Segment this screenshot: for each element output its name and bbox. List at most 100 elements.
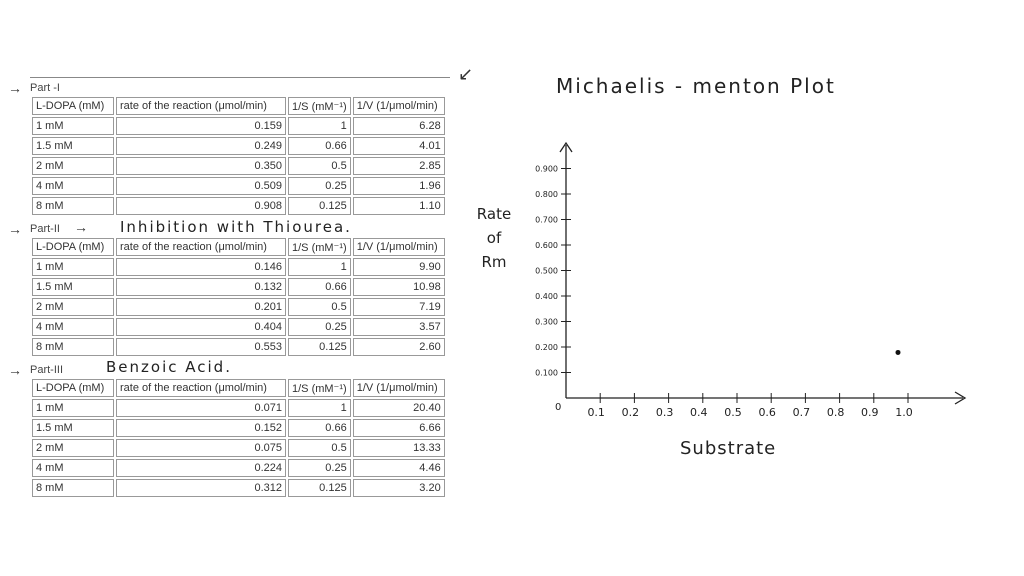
x-tick-label: 0.3 xyxy=(656,406,674,419)
y-tick-label: 0.800 xyxy=(535,190,558,199)
table-row: 8 mM 0.908 0.125 1.10 xyxy=(32,197,445,215)
part2-label: Part-II xyxy=(30,223,60,235)
table-cell: 4 mM xyxy=(32,318,114,336)
table-cell: 4 mM xyxy=(32,177,114,195)
y-tick-label: 0.700 xyxy=(535,216,558,225)
part2-note-arrow-icon: → xyxy=(74,219,88,235)
table-cell: 0.25 xyxy=(288,177,351,195)
header-cell: rate of the reaction (μmol/min) xyxy=(116,238,286,256)
table-cell: 0.132 xyxy=(116,278,286,296)
table-cell: 0.25 xyxy=(288,459,351,477)
table-row: 4 mM 0.509 0.25 1.96 xyxy=(32,177,445,195)
header-cell: 1/V (1/μmol/min) xyxy=(352,97,445,115)
y-label-line: of xyxy=(486,229,502,247)
header-cell: rate of the reaction (μmol/min) xyxy=(116,97,286,115)
y-axis-arrow-icon xyxy=(559,141,573,153)
table-cell: 7.19 xyxy=(352,298,445,316)
header-cell: L-DOPA (mM) xyxy=(32,379,114,397)
part1-table: L-DOPA (mM) rate of the reaction (μmol/m… xyxy=(30,95,447,217)
table-header-row: L-DOPA (mM) rate of the reaction (μmol/m… xyxy=(32,379,445,397)
table-cell: 2 mM xyxy=(32,439,114,457)
header-cell: 1/S (mM⁻¹) xyxy=(288,238,351,256)
table-cell: 2 mM xyxy=(32,298,114,316)
table-row: 8 mM 0.312 0.125 3.20 xyxy=(32,479,445,497)
table-cell: 1 xyxy=(288,117,351,135)
table-cell: 0.553 xyxy=(116,338,286,356)
header-cell: rate of the reaction (μmol/min) xyxy=(116,379,286,397)
plot-y-label: Rate of Rm xyxy=(470,202,518,274)
part2-arrow-icon: → xyxy=(8,221,22,237)
y-tick-label: 0.900 xyxy=(535,165,558,174)
table-row: 8 mM 0.553 0.125 2.60 xyxy=(32,338,445,356)
table-cell: 1.5 mM xyxy=(32,419,114,437)
table-cell: 20.40 xyxy=(352,399,445,417)
table-cell: 1 mM xyxy=(32,117,114,135)
table-cell: 0.5 xyxy=(288,157,351,175)
table-row: 1 mM 0.146 1 9.90 xyxy=(32,258,445,276)
header-cell: 1/V (1/μmol/min) xyxy=(352,238,445,256)
data-points xyxy=(895,349,901,355)
table-cell: 0.312 xyxy=(116,479,286,497)
table-cell: 0.125 xyxy=(288,197,351,215)
table-cell: 2.85 xyxy=(352,157,445,175)
y-ticks: 0.100 0.200 0.300 0.400 0.500 0.600 0.700 0.800… xyxy=(535,165,571,378)
header-cell: 1/S (mM⁻¹) xyxy=(288,379,351,397)
table-cell: 4.46 xyxy=(352,459,445,477)
x-tick-label: 0.2 xyxy=(622,406,640,419)
part3-label: Part-III xyxy=(30,364,64,376)
part3-note: Benzoic Acid. xyxy=(106,358,232,376)
x-tick-label: 0.1 xyxy=(587,406,605,419)
table-cell: 0.071 xyxy=(116,399,286,417)
table-cell: 0.224 xyxy=(116,459,286,477)
table-cell: 1.5 mM xyxy=(32,278,114,296)
table-row: 4 mM 0.404 0.25 3.57 xyxy=(32,318,445,336)
table-cell: 0.66 xyxy=(288,419,351,437)
table-cell: 10.98 xyxy=(352,278,445,296)
table-cell: 3.20 xyxy=(352,479,445,497)
part1-label: Part -I xyxy=(30,82,60,94)
table-cell: 0.125 xyxy=(288,479,351,497)
table-cell: 0.201 xyxy=(116,298,286,316)
table-cell: 1.10 xyxy=(352,197,445,215)
table-row: 1.5 mM 0.249 0.66 4.01 xyxy=(32,137,445,155)
table-cell: 0.146 xyxy=(116,258,286,276)
plot-title: Michaelis - menton Plot xyxy=(556,74,836,98)
table-row: 2 mM 0.075 0.5 13.33 xyxy=(32,439,445,457)
table-cell: 1.96 xyxy=(352,177,445,195)
y-label-line: Rate xyxy=(476,205,512,223)
table-cell: 0.5 xyxy=(288,298,351,316)
table-cell: 2.60 xyxy=(352,338,445,356)
y-label-line: Rm xyxy=(481,253,507,271)
data-point xyxy=(895,349,901,355)
table-cell: 2 mM xyxy=(32,157,114,175)
table-cell: 0.125 xyxy=(288,338,351,356)
header-cell: 1/S (mM⁻¹) xyxy=(288,97,351,115)
part2-note: Inhibition with Thiourea. xyxy=(120,218,352,236)
table-cell: 0.908 xyxy=(116,197,286,215)
header-cell: L-DOPA (mM) xyxy=(32,238,114,256)
x-axis-arrow-icon xyxy=(954,391,967,405)
table-cell: 0.159 xyxy=(116,117,286,135)
x-tick-label: 0.5 xyxy=(724,406,742,419)
table-cell: 0.509 xyxy=(116,177,286,195)
table-row: 1 mM 0.071 1 20.40 xyxy=(32,399,445,417)
table-cell: 9.90 xyxy=(352,258,445,276)
part3-arrow-icon: → xyxy=(8,362,22,378)
plot-x-label: Substrate xyxy=(680,438,777,459)
table-cell: 6.28 xyxy=(352,117,445,135)
table-row: 1.5 mM 0.132 0.66 10.98 xyxy=(32,278,445,296)
table-cell: 1 xyxy=(288,258,351,276)
table-cell: 8 mM xyxy=(32,479,114,497)
x-tick-label: 0.9 xyxy=(861,406,879,419)
x-tick-label: 0.8 xyxy=(827,406,845,419)
x-ticks: 0.1 0.2 0.3 0.4 0.5 0.6 0.7 0.8 0.9 1.0 xyxy=(587,393,913,419)
table-header-row: L-DOPA (mM) rate of the reaction (μmol/m… xyxy=(32,97,445,115)
origin-label: 0 xyxy=(555,402,561,413)
table-cell: 0.25 xyxy=(288,318,351,336)
table-header-row: L-DOPA (mM) rate of the reaction (μmol/m… xyxy=(32,238,445,256)
table-cell: 1.5 mM xyxy=(32,137,114,155)
part3-table: L-DOPA (mM) rate of the reaction (μmol/m… xyxy=(30,377,447,499)
table-cell: 0.66 xyxy=(288,278,351,296)
table-cell: 1 mM xyxy=(32,258,114,276)
